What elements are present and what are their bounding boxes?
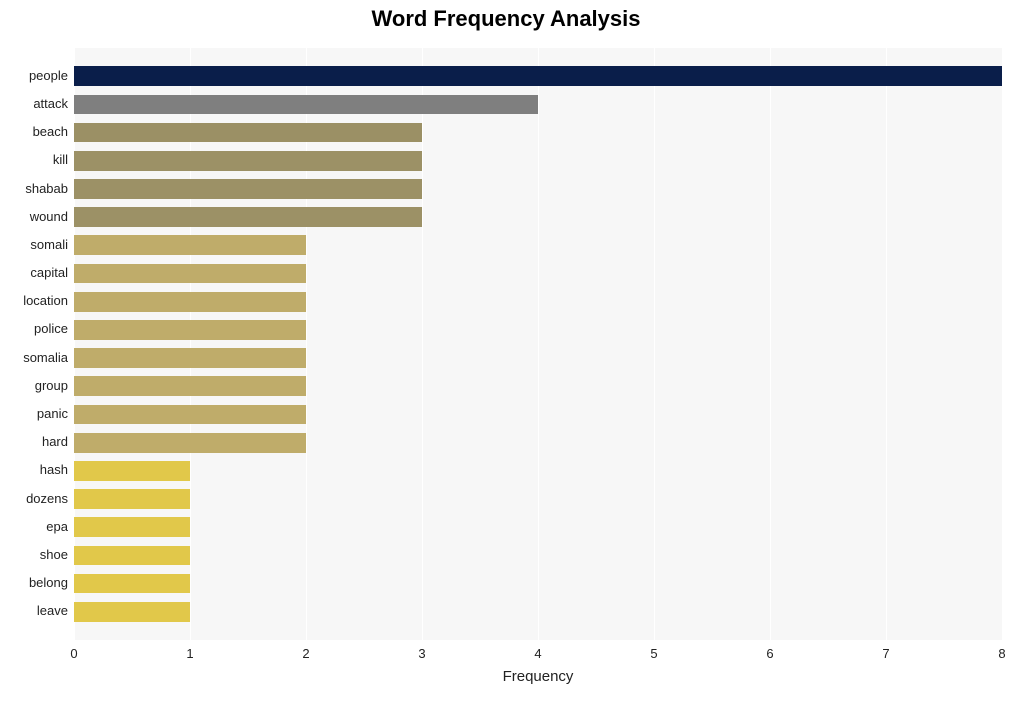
y-tick-label: people (0, 68, 68, 83)
x-tick-label: 3 (418, 646, 425, 661)
gridline (886, 48, 887, 640)
y-tick-label: police (0, 321, 68, 336)
bar (74, 546, 190, 566)
bar (74, 179, 422, 199)
bar (74, 123, 422, 143)
x-tick-label: 1 (186, 646, 193, 661)
x-axis-title: Frequency (74, 668, 1002, 685)
x-tick-label: 2 (302, 646, 309, 661)
plot-area (74, 48, 1002, 640)
y-tick-label: attack (0, 96, 68, 111)
x-tick-label: 0 (70, 646, 77, 661)
gridline (422, 48, 423, 640)
gridline (1002, 48, 1003, 640)
x-tick-label: 8 (998, 646, 1005, 661)
bar (74, 433, 306, 453)
bar (74, 292, 306, 312)
x-tick-label: 4 (534, 646, 541, 661)
x-tick-label: 5 (650, 646, 657, 661)
bar (74, 151, 422, 171)
y-tick-label: belong (0, 575, 68, 590)
y-tick-label: leave (0, 603, 68, 618)
bar (74, 207, 422, 227)
y-tick-label: dozens (0, 491, 68, 506)
gridline (654, 48, 655, 640)
y-tick-label: location (0, 293, 68, 308)
chart-container: Word Frequency Analysis people attack beac… (0, 0, 1012, 701)
y-tick-label: epa (0, 519, 68, 534)
bar (74, 95, 538, 115)
bar (74, 461, 190, 481)
y-tick-label: shoe (0, 547, 68, 562)
bar (74, 320, 306, 340)
y-tick-label: kill (0, 152, 68, 167)
gridline (770, 48, 771, 640)
x-tick-label: 6 (766, 646, 773, 661)
bar (74, 574, 190, 594)
y-tick-label: somali (0, 237, 68, 252)
y-tick-label: somalia (0, 350, 68, 365)
chart-title: Word Frequency Analysis (0, 6, 1012, 32)
bar (74, 66, 1002, 86)
y-tick-label: hard (0, 434, 68, 449)
y-tick-label: group (0, 378, 68, 393)
bar (74, 602, 190, 622)
bar (74, 405, 306, 425)
y-tick-label: shabab (0, 181, 68, 196)
gridline (538, 48, 539, 640)
y-tick-label: panic (0, 406, 68, 421)
bar (74, 517, 190, 537)
bar (74, 489, 190, 509)
y-tick-label: beach (0, 124, 68, 139)
y-tick-label: capital (0, 265, 68, 280)
bar (74, 235, 306, 255)
y-tick-label: hash (0, 462, 68, 477)
y-tick-label: wound (0, 209, 68, 224)
bar (74, 376, 306, 396)
x-tick-label: 7 (882, 646, 889, 661)
bar (74, 348, 306, 368)
bar (74, 264, 306, 284)
